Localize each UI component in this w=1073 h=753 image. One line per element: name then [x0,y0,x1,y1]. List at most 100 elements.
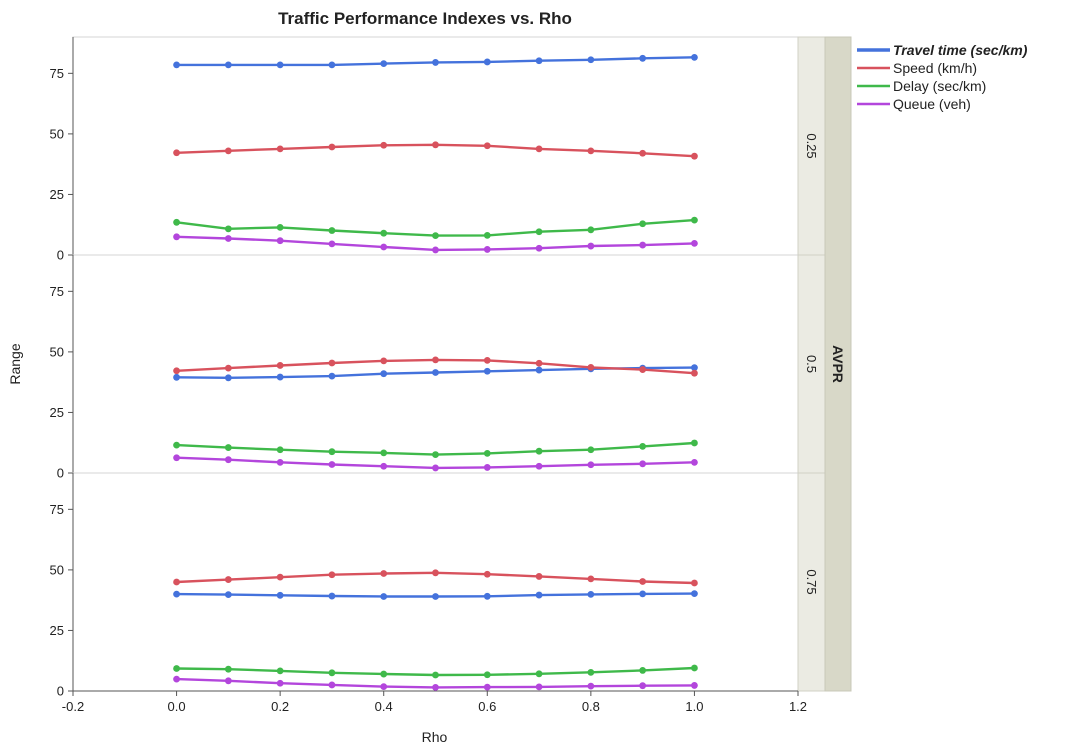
data-point [276,679,284,687]
data-point [328,681,336,689]
data-point [432,356,439,364]
data-point [483,142,491,150]
data-point [535,447,543,455]
data-point [173,454,180,462]
data-point [173,218,180,226]
data-point [691,152,698,160]
data-point [639,149,647,157]
data-point [691,590,698,598]
x-tick-label: 0.4 [375,699,393,714]
y-tick-label: 50 [50,344,64,359]
data-point [328,669,336,677]
data-point [224,364,232,372]
data-point [587,242,595,250]
data-point [483,58,491,66]
data-point [276,591,284,599]
y-tick-label: 75 [50,66,64,81]
data-point [587,226,595,234]
data-point [483,231,491,239]
x-tick-label: 1.0 [685,699,703,714]
data-point [587,668,595,676]
data-point [483,464,491,471]
data-point [691,216,698,224]
y-tick-label: 0 [57,466,64,481]
data-point [380,357,388,365]
y-tick-label: 0 [57,248,64,263]
data-point [224,665,232,673]
data-point [173,149,180,157]
x-tick-label: 1.2 [789,699,807,714]
data-point [639,366,647,373]
data-point [328,461,336,468]
data-point [432,464,439,472]
data-point [691,579,698,587]
x-tick-label: 0.2 [271,699,289,714]
data-point [535,462,543,470]
legend-label: Delay (sec/km) [893,78,986,94]
data-point [276,223,284,231]
data-point [173,441,180,449]
data-point [483,449,491,457]
data-point [587,147,595,155]
data-point [483,683,491,691]
data-point [535,57,543,65]
data-point [380,449,388,457]
data-point [173,590,180,598]
data-point [328,143,336,151]
data-point [639,578,647,585]
y-tick-label: 75 [50,502,64,517]
data-point [691,239,698,247]
y-tick-label: 25 [50,623,64,638]
data-point [639,460,647,468]
data-point [380,462,388,470]
panel-strip [797,254,826,474]
data-point [380,370,388,378]
data-point [587,575,595,583]
data-point [483,671,491,679]
data-point [380,141,388,149]
data-point [224,576,232,583]
data-point [328,227,336,234]
data-point [587,682,595,690]
y-tick-label: 75 [50,284,64,299]
data-point [173,61,180,69]
data-point [587,461,595,469]
data-point [535,145,543,153]
data-point [639,241,647,249]
data-point [380,570,388,577]
panel-label: 0.25 [804,133,819,158]
group-strip [824,36,852,692]
data-point [224,591,232,598]
data-point [587,363,595,371]
panel-label: 0.5 [804,355,819,373]
data-point [535,683,543,691]
x-axis-label: Rho [422,729,448,745]
data-point [432,369,439,376]
data-point [432,232,439,240]
data-point [587,56,595,64]
group-label: AVPR [830,345,846,383]
legend-label: Travel time (sec/km) [893,42,1028,58]
data-point [691,364,698,372]
x-tick-label: 0.8 [582,699,600,714]
data-point [639,590,647,598]
data-point [328,571,336,579]
x-tick-label: 0.6 [478,699,496,714]
data-point [691,458,698,466]
data-point [535,366,543,374]
data-point [432,141,439,149]
data-point [639,682,647,690]
data-point [328,448,336,456]
data-point [380,593,388,600]
data-point [276,362,284,369]
data-point [639,442,647,450]
y-tick-label: 0 [57,684,64,699]
data-point [224,147,232,155]
y-tick-label: 25 [50,405,64,420]
data-point [276,667,284,675]
y-tick-label: 50 [50,126,64,141]
data-point [587,590,595,598]
x-tick-label: -0.2 [62,699,84,714]
data-point [432,59,439,66]
